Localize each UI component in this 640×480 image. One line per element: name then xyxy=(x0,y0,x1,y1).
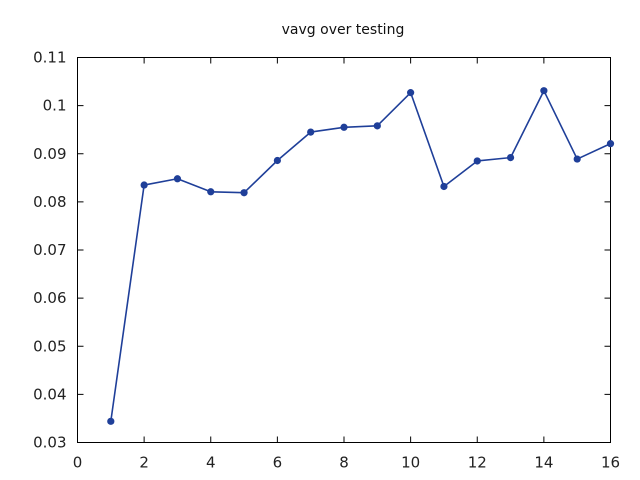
data-point xyxy=(573,155,581,163)
x-tick-label: 2 xyxy=(139,454,149,472)
data-point xyxy=(473,157,481,165)
series-line xyxy=(110,89,611,422)
y-tick-label: 0.05 xyxy=(33,337,66,355)
y-tick-label: 0.06 xyxy=(33,289,66,307)
x-tick-label: 16 xyxy=(601,454,620,472)
x-tick-label: 8 xyxy=(339,454,349,472)
y-tick-label: 0.04 xyxy=(33,385,66,403)
data-point xyxy=(307,128,315,136)
data-point xyxy=(340,123,348,131)
y-tick-label: 0.11 xyxy=(33,49,66,67)
y-tick-label: 0.03 xyxy=(33,434,66,452)
data-point xyxy=(173,175,182,183)
series-layer xyxy=(107,87,615,425)
data-point xyxy=(107,417,115,425)
chart-title: vavg over testing xyxy=(282,22,405,38)
data-point xyxy=(506,154,515,162)
y-axis: 0.03 0.04 0.05 0.06 0.07 0.08 0.09 0.1 0.11 xyxy=(33,49,611,452)
x-tick-label: 14 xyxy=(534,454,553,472)
data-point xyxy=(606,140,615,148)
data-point xyxy=(407,89,415,97)
x-tick-label: 12 xyxy=(468,454,487,472)
data-point xyxy=(540,87,548,95)
data-point xyxy=(273,156,281,165)
data-point xyxy=(240,189,248,197)
x-tick-label: 0 xyxy=(73,454,83,472)
y-tick-label: 0.09 xyxy=(33,145,66,163)
x-tick-label: 6 xyxy=(273,454,283,472)
plot-area-frame xyxy=(77,57,611,443)
x-axis: 0 2 4 6 8 10 12 14 16 xyxy=(73,57,620,472)
y-tick-label: 0.1 xyxy=(43,97,67,115)
y-tick-label: 0.08 xyxy=(33,193,66,211)
data-point xyxy=(440,182,448,191)
y-tick-label: 0.07 xyxy=(33,241,66,259)
data-point xyxy=(373,122,381,130)
x-tick-label: 4 xyxy=(206,454,216,472)
data-point xyxy=(207,188,215,196)
data-point xyxy=(140,181,148,189)
x-tick-label: 10 xyxy=(401,454,420,472)
